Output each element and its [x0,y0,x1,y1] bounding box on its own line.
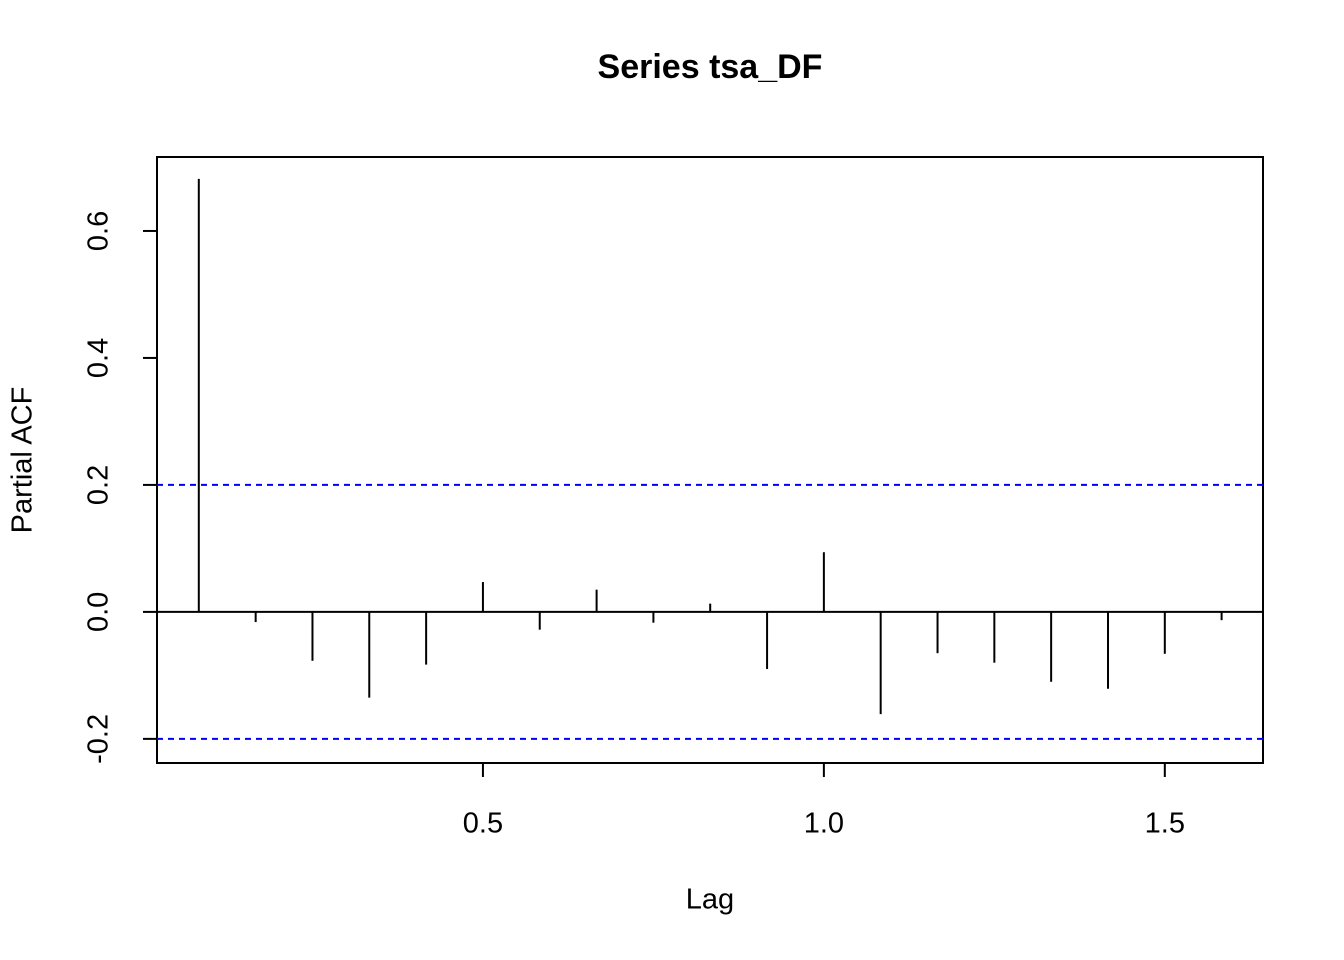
y-tick-label: -0.2 [83,714,115,764]
x-tick-label: 1.0 [804,808,844,840]
x-tick-label: 0.5 [463,808,503,840]
chart-title: Series tsa_DF [598,48,823,86]
y-tick-label: 0.4 [83,338,115,378]
plot-frame [156,156,1264,764]
x-tick-label: 1.5 [1145,808,1185,840]
x-axis-label: Lag [686,884,734,916]
y-tick-label: 0.0 [83,592,115,632]
y-tick-label: 0.2 [83,465,115,505]
y-tick-label: 0.6 [83,211,115,251]
y-axis-label: Partial ACF [7,387,39,534]
